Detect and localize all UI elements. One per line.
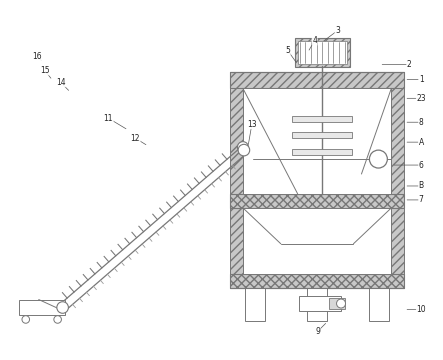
Circle shape	[337, 299, 346, 308]
Bar	[391, 88, 404, 274]
Bar	[369, 288, 389, 321]
Text: 13: 13	[247, 120, 256, 129]
Text: 16: 16	[32, 52, 42, 61]
Circle shape	[22, 316, 30, 323]
Bar	[19, 300, 65, 315]
Text: B: B	[419, 181, 424, 190]
Text: 1: 1	[419, 75, 424, 84]
Bar	[329, 298, 345, 310]
Text: 7: 7	[419, 195, 424, 204]
Text: 14: 14	[56, 78, 66, 87]
Text: 23: 23	[416, 94, 426, 103]
Text: 2: 2	[407, 60, 412, 69]
Bar	[292, 132, 352, 138]
Circle shape	[237, 141, 249, 153]
Bar	[295, 37, 350, 67]
Text: 4: 4	[312, 36, 317, 45]
Bar	[243, 208, 391, 274]
Bar	[245, 288, 265, 321]
Circle shape	[238, 144, 250, 156]
Bar	[230, 88, 243, 274]
Text: 6: 6	[419, 161, 424, 170]
Text: 15: 15	[40, 66, 50, 75]
Bar	[230, 72, 404, 88]
Bar	[298, 41, 346, 64]
Text: 3: 3	[335, 26, 340, 35]
Text: A: A	[419, 138, 424, 147]
Text: 10: 10	[416, 305, 426, 314]
Text: 8: 8	[419, 118, 424, 127]
Text: 9: 9	[315, 327, 320, 336]
Bar	[307, 288, 327, 321]
Bar	[299, 296, 341, 311]
Circle shape	[54, 316, 62, 323]
Text: 11: 11	[104, 114, 113, 123]
Text: 5: 5	[285, 46, 290, 55]
Bar	[292, 116, 352, 122]
Circle shape	[57, 302, 68, 313]
Text: 12: 12	[131, 134, 140, 143]
Bar	[230, 274, 404, 288]
Bar	[243, 88, 391, 194]
Bar	[230, 194, 404, 208]
Circle shape	[369, 150, 387, 168]
Bar	[292, 149, 352, 155]
